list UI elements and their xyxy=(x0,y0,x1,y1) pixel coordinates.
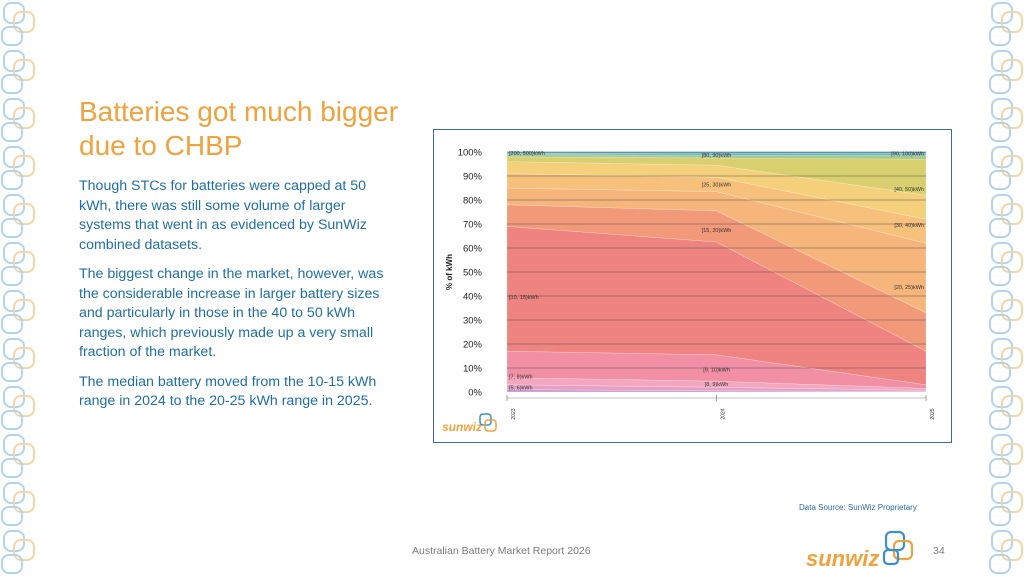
chart-logo-text: sunwiz xyxy=(442,420,482,434)
series-label: [25, 30)kWh xyxy=(702,182,732,188)
paragraph-2: The biggest change in the market, howeve… xyxy=(79,266,384,360)
chart-sunwiz-logo: sunwiz xyxy=(442,412,502,443)
decorative-pattern-right xyxy=(982,0,1024,576)
y-tick-label: 60% xyxy=(463,244,483,255)
paragraph-3: The median battery moved from the 10-15 … xyxy=(79,373,377,410)
y-tick-label: 80% xyxy=(463,196,483,207)
series-label: [30, 40)kWh xyxy=(894,223,924,229)
y-tick-label: 0% xyxy=(468,388,482,399)
series-label: [200, 500)kWh xyxy=(509,151,545,157)
data-source-note: Data Source: SunWiz Proprietary xyxy=(799,503,917,512)
series-label: [90, 100)kWh xyxy=(891,152,924,158)
x-tick-label: 2024 xyxy=(721,408,727,419)
y-tick-label: 10% xyxy=(463,364,483,375)
y-tick-label: 100% xyxy=(458,148,483,159)
y-tick-label: 70% xyxy=(463,220,483,231)
series-label: [15, 20)kWh xyxy=(702,228,732,234)
series-label: [8, 9)kWh xyxy=(705,382,729,388)
y-tick-label: 20% xyxy=(463,340,483,351)
series-label: [9, 10)kWh xyxy=(703,367,730,373)
x-tick-label: 2025 xyxy=(930,408,936,419)
y-tick-label: 30% xyxy=(463,316,483,327)
x-tick-label: 2023 xyxy=(511,408,517,419)
y-tick-label: 40% xyxy=(463,292,483,303)
series-label: [5, 6)kWh xyxy=(509,386,533,392)
decorative-pattern-left xyxy=(0,0,42,576)
y-tick-label: 90% xyxy=(463,172,483,183)
sunwiz-logo: sunwiz xyxy=(806,528,926,577)
chart-container: 0% 10% 20% 30% 40% 50% 60% 70% 80% 90% 100% 2023 202… xyxy=(433,129,952,443)
logo-text: sunwiz xyxy=(806,546,879,571)
body-text: Though STCs for batteries were capped at… xyxy=(79,177,399,422)
slide-title: Batteries got much bigger due to CHBP xyxy=(79,96,399,161)
stacked-area-chart: 0% 10% 20% 30% 40% 50% 60% 70% 80% 90% 100% 2023 202… xyxy=(445,148,936,420)
series-label: [20, 25)kWh xyxy=(894,285,924,291)
footer-text: Australian Battery Market Report 2026 xyxy=(412,545,591,557)
page-number: 34 xyxy=(933,545,945,557)
paragraph-1: Though STCs for batteries were capped at… xyxy=(79,178,367,253)
series-label: [10, 15)kWh xyxy=(509,295,539,301)
y-axis-title: % of kWh xyxy=(445,254,454,290)
series-label: [40, 50)kWh xyxy=(894,187,924,193)
series-label: [80, 90)kWh xyxy=(702,153,732,159)
series-label: [7, 8)kWh xyxy=(509,374,533,380)
y-tick-label: 50% xyxy=(463,268,483,279)
